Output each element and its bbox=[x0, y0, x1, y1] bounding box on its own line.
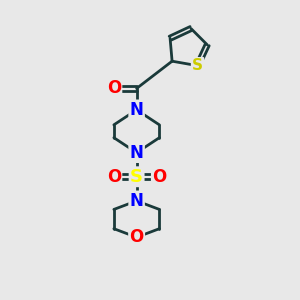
Text: S: S bbox=[130, 168, 143, 186]
Text: O: O bbox=[107, 168, 121, 186]
Text: O: O bbox=[130, 228, 144, 246]
Text: N: N bbox=[130, 101, 144, 119]
Text: N: N bbox=[130, 192, 144, 210]
Text: S: S bbox=[192, 58, 203, 73]
Text: O: O bbox=[107, 80, 121, 98]
Text: O: O bbox=[152, 168, 166, 186]
Text: N: N bbox=[130, 144, 144, 162]
